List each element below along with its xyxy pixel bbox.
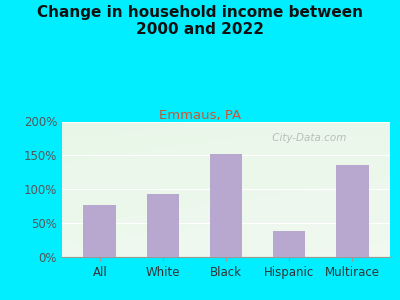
Text: Change in household income between
2000 and 2022: Change in household income between 2000 … [37,4,363,37]
Bar [336,165,368,256]
Bar [84,205,116,256]
Bar [210,154,242,256]
Text: City-Data.com: City-Data.com [269,133,346,143]
Text: Emmaus, PA: Emmaus, PA [159,110,241,122]
Bar [146,194,179,256]
Bar [273,231,306,256]
